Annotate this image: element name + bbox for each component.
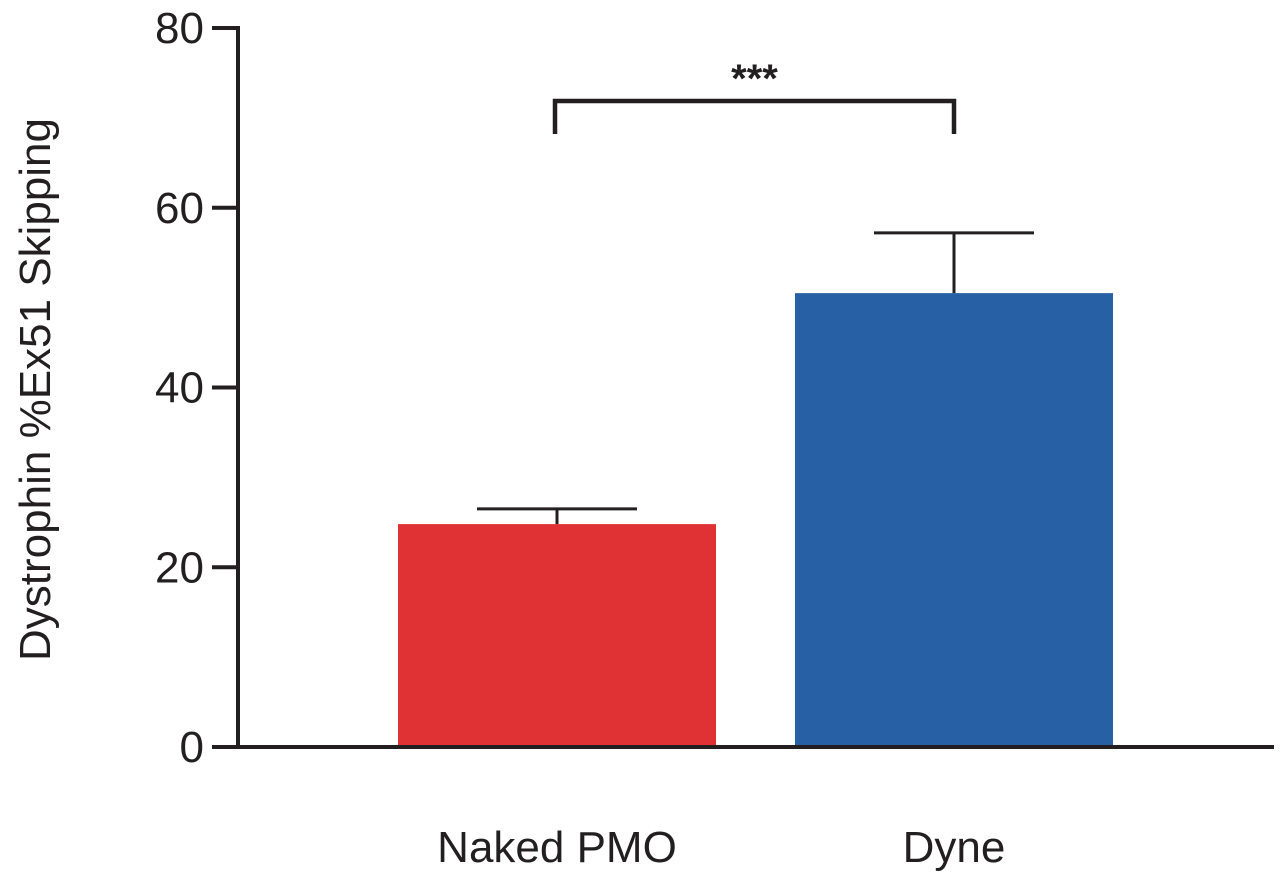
bars xyxy=(398,293,1113,747)
significance-annotation: *** xyxy=(552,57,957,134)
y-tick-label: 80 xyxy=(155,4,204,53)
bar-dyne xyxy=(795,293,1113,747)
bar-naked-pmo xyxy=(398,524,716,747)
x-category-label: Naked PMO xyxy=(437,823,677,872)
y-tick-label: 60 xyxy=(155,184,204,233)
y-tick-label: 20 xyxy=(155,543,204,592)
x-axis-labels: Naked PMO Dyne xyxy=(437,823,1005,872)
y-axis-title: Dystrophin %Ex51 Skipping xyxy=(11,118,60,661)
y-tick-label: 40 xyxy=(155,364,204,413)
error-bars xyxy=(477,231,1034,525)
significance-label: *** xyxy=(731,57,778,101)
significance-bracket xyxy=(552,98,957,134)
y-tick-label: 0 xyxy=(180,723,204,772)
y-axis-ticks: 0 20 40 60 80 xyxy=(155,4,238,772)
x-category-label: Dyne xyxy=(903,823,1006,872)
